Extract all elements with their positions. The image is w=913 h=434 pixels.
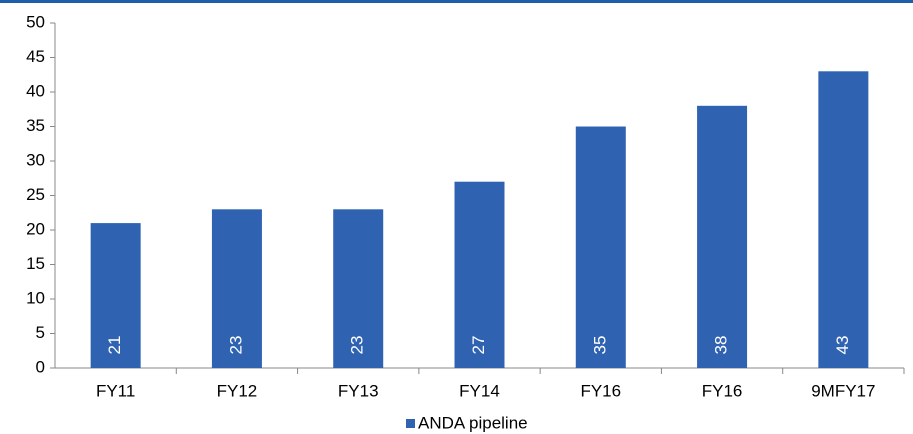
y-tick-label: 10 bbox=[26, 288, 45, 307]
y-tick-label: 40 bbox=[26, 81, 45, 100]
y-tick-label: 5 bbox=[36, 323, 45, 342]
data-label: 23 bbox=[348, 336, 367, 355]
x-tick-label: FY16 bbox=[702, 381, 743, 400]
y-tick-label: 20 bbox=[26, 219, 45, 238]
y-tick-label: 45 bbox=[26, 47, 45, 66]
top-rule bbox=[0, 0, 913, 3]
legend-swatch bbox=[406, 419, 415, 428]
data-label: 35 bbox=[590, 336, 609, 355]
legend-label: ANDA pipeline bbox=[418, 413, 528, 432]
bar bbox=[211, 209, 262, 368]
data-label: 43 bbox=[833, 336, 852, 355]
x-tick-label: FY14 bbox=[459, 381, 500, 400]
x-tick-label: FY13 bbox=[338, 381, 379, 400]
data-label: 27 bbox=[469, 336, 488, 355]
bar bbox=[818, 71, 869, 369]
y-tick-label: 25 bbox=[26, 185, 45, 204]
data-label: 23 bbox=[226, 336, 245, 355]
y-tick-label: 30 bbox=[26, 150, 45, 169]
y-tick-label: 0 bbox=[36, 357, 45, 376]
bar bbox=[90, 223, 141, 368]
y-tick-label: 35 bbox=[26, 116, 45, 135]
x-tick-label: FY12 bbox=[217, 381, 258, 400]
bar bbox=[454, 181, 505, 368]
y-tick-label: 15 bbox=[26, 254, 45, 273]
x-tick-label: FY11 bbox=[96, 381, 135, 400]
bar bbox=[697, 105, 748, 369]
data-label: 21 bbox=[105, 336, 124, 355]
data-label: 38 bbox=[712, 336, 731, 355]
x-tick-label: 9MFY17 bbox=[811, 381, 875, 400]
x-tick-label: FY16 bbox=[580, 381, 621, 400]
y-tick-label: 50 bbox=[26, 12, 45, 31]
bar bbox=[575, 126, 626, 368]
bar bbox=[333, 209, 384, 368]
